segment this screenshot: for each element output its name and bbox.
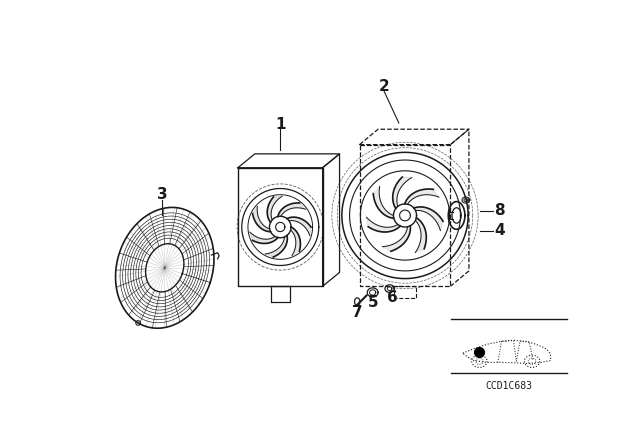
Polygon shape [287,217,311,236]
Polygon shape [373,186,394,218]
Polygon shape [404,189,439,204]
Polygon shape [250,232,278,243]
Text: 4: 4 [494,224,505,238]
Text: 8: 8 [494,203,505,218]
Polygon shape [414,207,443,231]
Text: CCD1C683: CCD1C683 [486,381,532,391]
Polygon shape [268,196,282,222]
Polygon shape [278,203,305,216]
Polygon shape [291,227,300,255]
Text: 7: 7 [352,305,363,320]
Text: 2: 2 [379,78,390,94]
Text: 1: 1 [275,117,285,132]
Text: 3: 3 [157,187,168,202]
Polygon shape [393,177,412,208]
Text: 5: 5 [367,295,378,310]
Polygon shape [367,217,400,232]
Polygon shape [383,226,410,251]
Polygon shape [266,236,287,257]
Text: 6: 6 [387,290,397,306]
Polygon shape [253,207,271,232]
Polygon shape [415,218,426,253]
